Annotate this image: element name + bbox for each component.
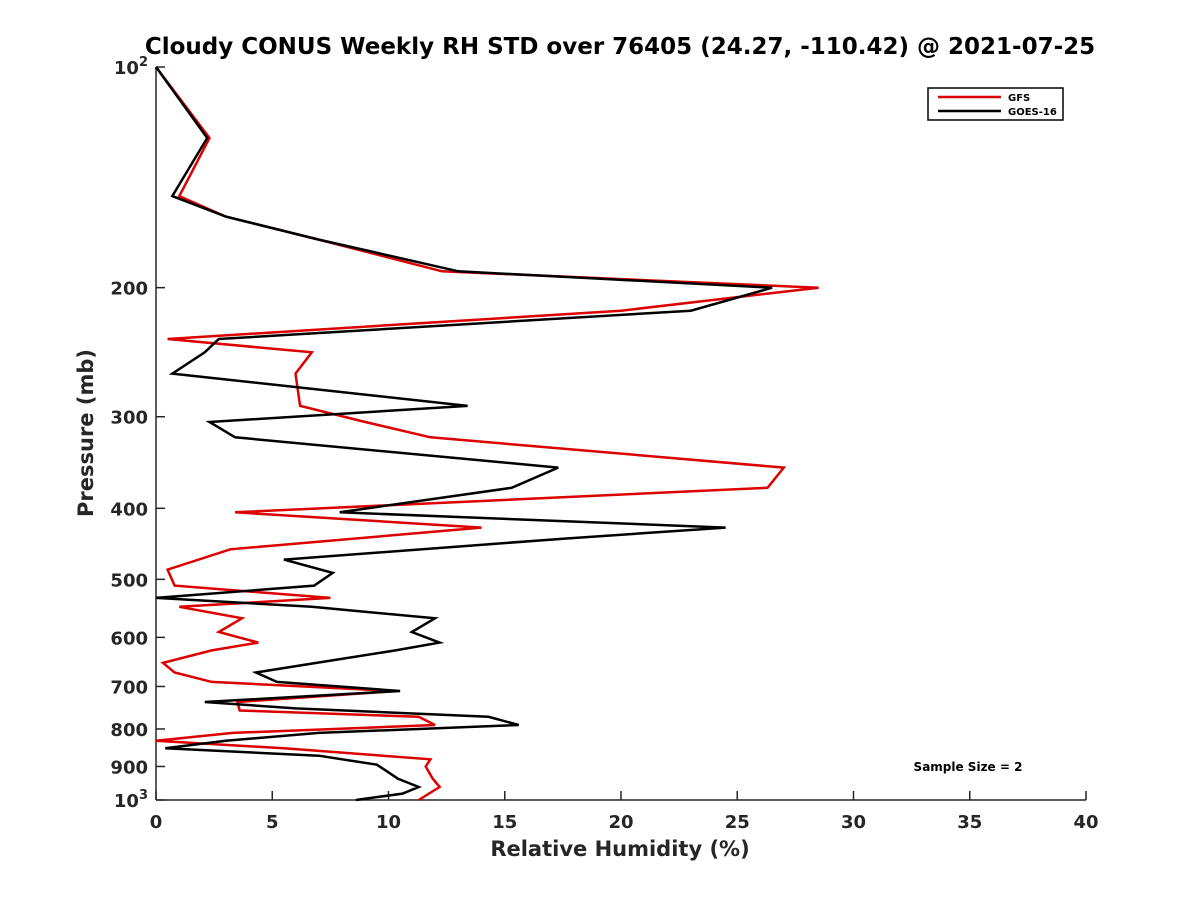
x-tick-label: 0 xyxy=(150,812,163,833)
y-tick-label: 700 xyxy=(110,677,148,698)
y-tick-label: 500 xyxy=(110,570,148,591)
y-tick-label: 200 xyxy=(110,279,148,300)
x-tick-label: 5 xyxy=(266,812,279,833)
x-tick-label: 20 xyxy=(608,812,633,833)
y-tick-label: 800 xyxy=(110,720,148,741)
series-line-gfs xyxy=(155,66,819,802)
legend-label-goes-16: GOES-16 xyxy=(1008,107,1057,118)
legend-label-gfs: GFS xyxy=(1008,93,1030,104)
chart-title: Cloudy CONUS Weekly RH STD over 76405 (2… xyxy=(145,34,1095,60)
x-tick-label: 30 xyxy=(841,812,866,833)
y-tick-label: 103 xyxy=(114,788,148,812)
data-series xyxy=(154,66,819,802)
x-tick-label: 15 xyxy=(492,812,517,833)
x-tick-label: 10 xyxy=(376,812,401,833)
x-tick-label: 40 xyxy=(1073,812,1098,833)
y-axis-label: Pressure (mb) xyxy=(74,349,98,517)
y-tick-label: 300 xyxy=(110,408,148,429)
y-tick-label: 900 xyxy=(110,757,148,778)
sample-size-annotation: Sample Size = 2 xyxy=(914,760,1023,774)
tick-marks: 0 5 10 15 20 25 30 35 40 102 200 300 400 500 600 700 800… xyxy=(110,55,1098,833)
x-tick-label: 25 xyxy=(725,812,750,833)
x-axis-label: Relative Humidity (%) xyxy=(490,837,749,861)
y-tick-label: 600 xyxy=(110,628,148,649)
x-tick-label: 35 xyxy=(957,812,982,833)
series-line-goes-16 xyxy=(154,66,773,802)
legend-box xyxy=(927,87,1064,121)
legend: GFS GOES-16 xyxy=(927,87,1064,121)
y-tick-label: 102 xyxy=(114,55,148,79)
y-tick-label: 400 xyxy=(110,499,148,520)
